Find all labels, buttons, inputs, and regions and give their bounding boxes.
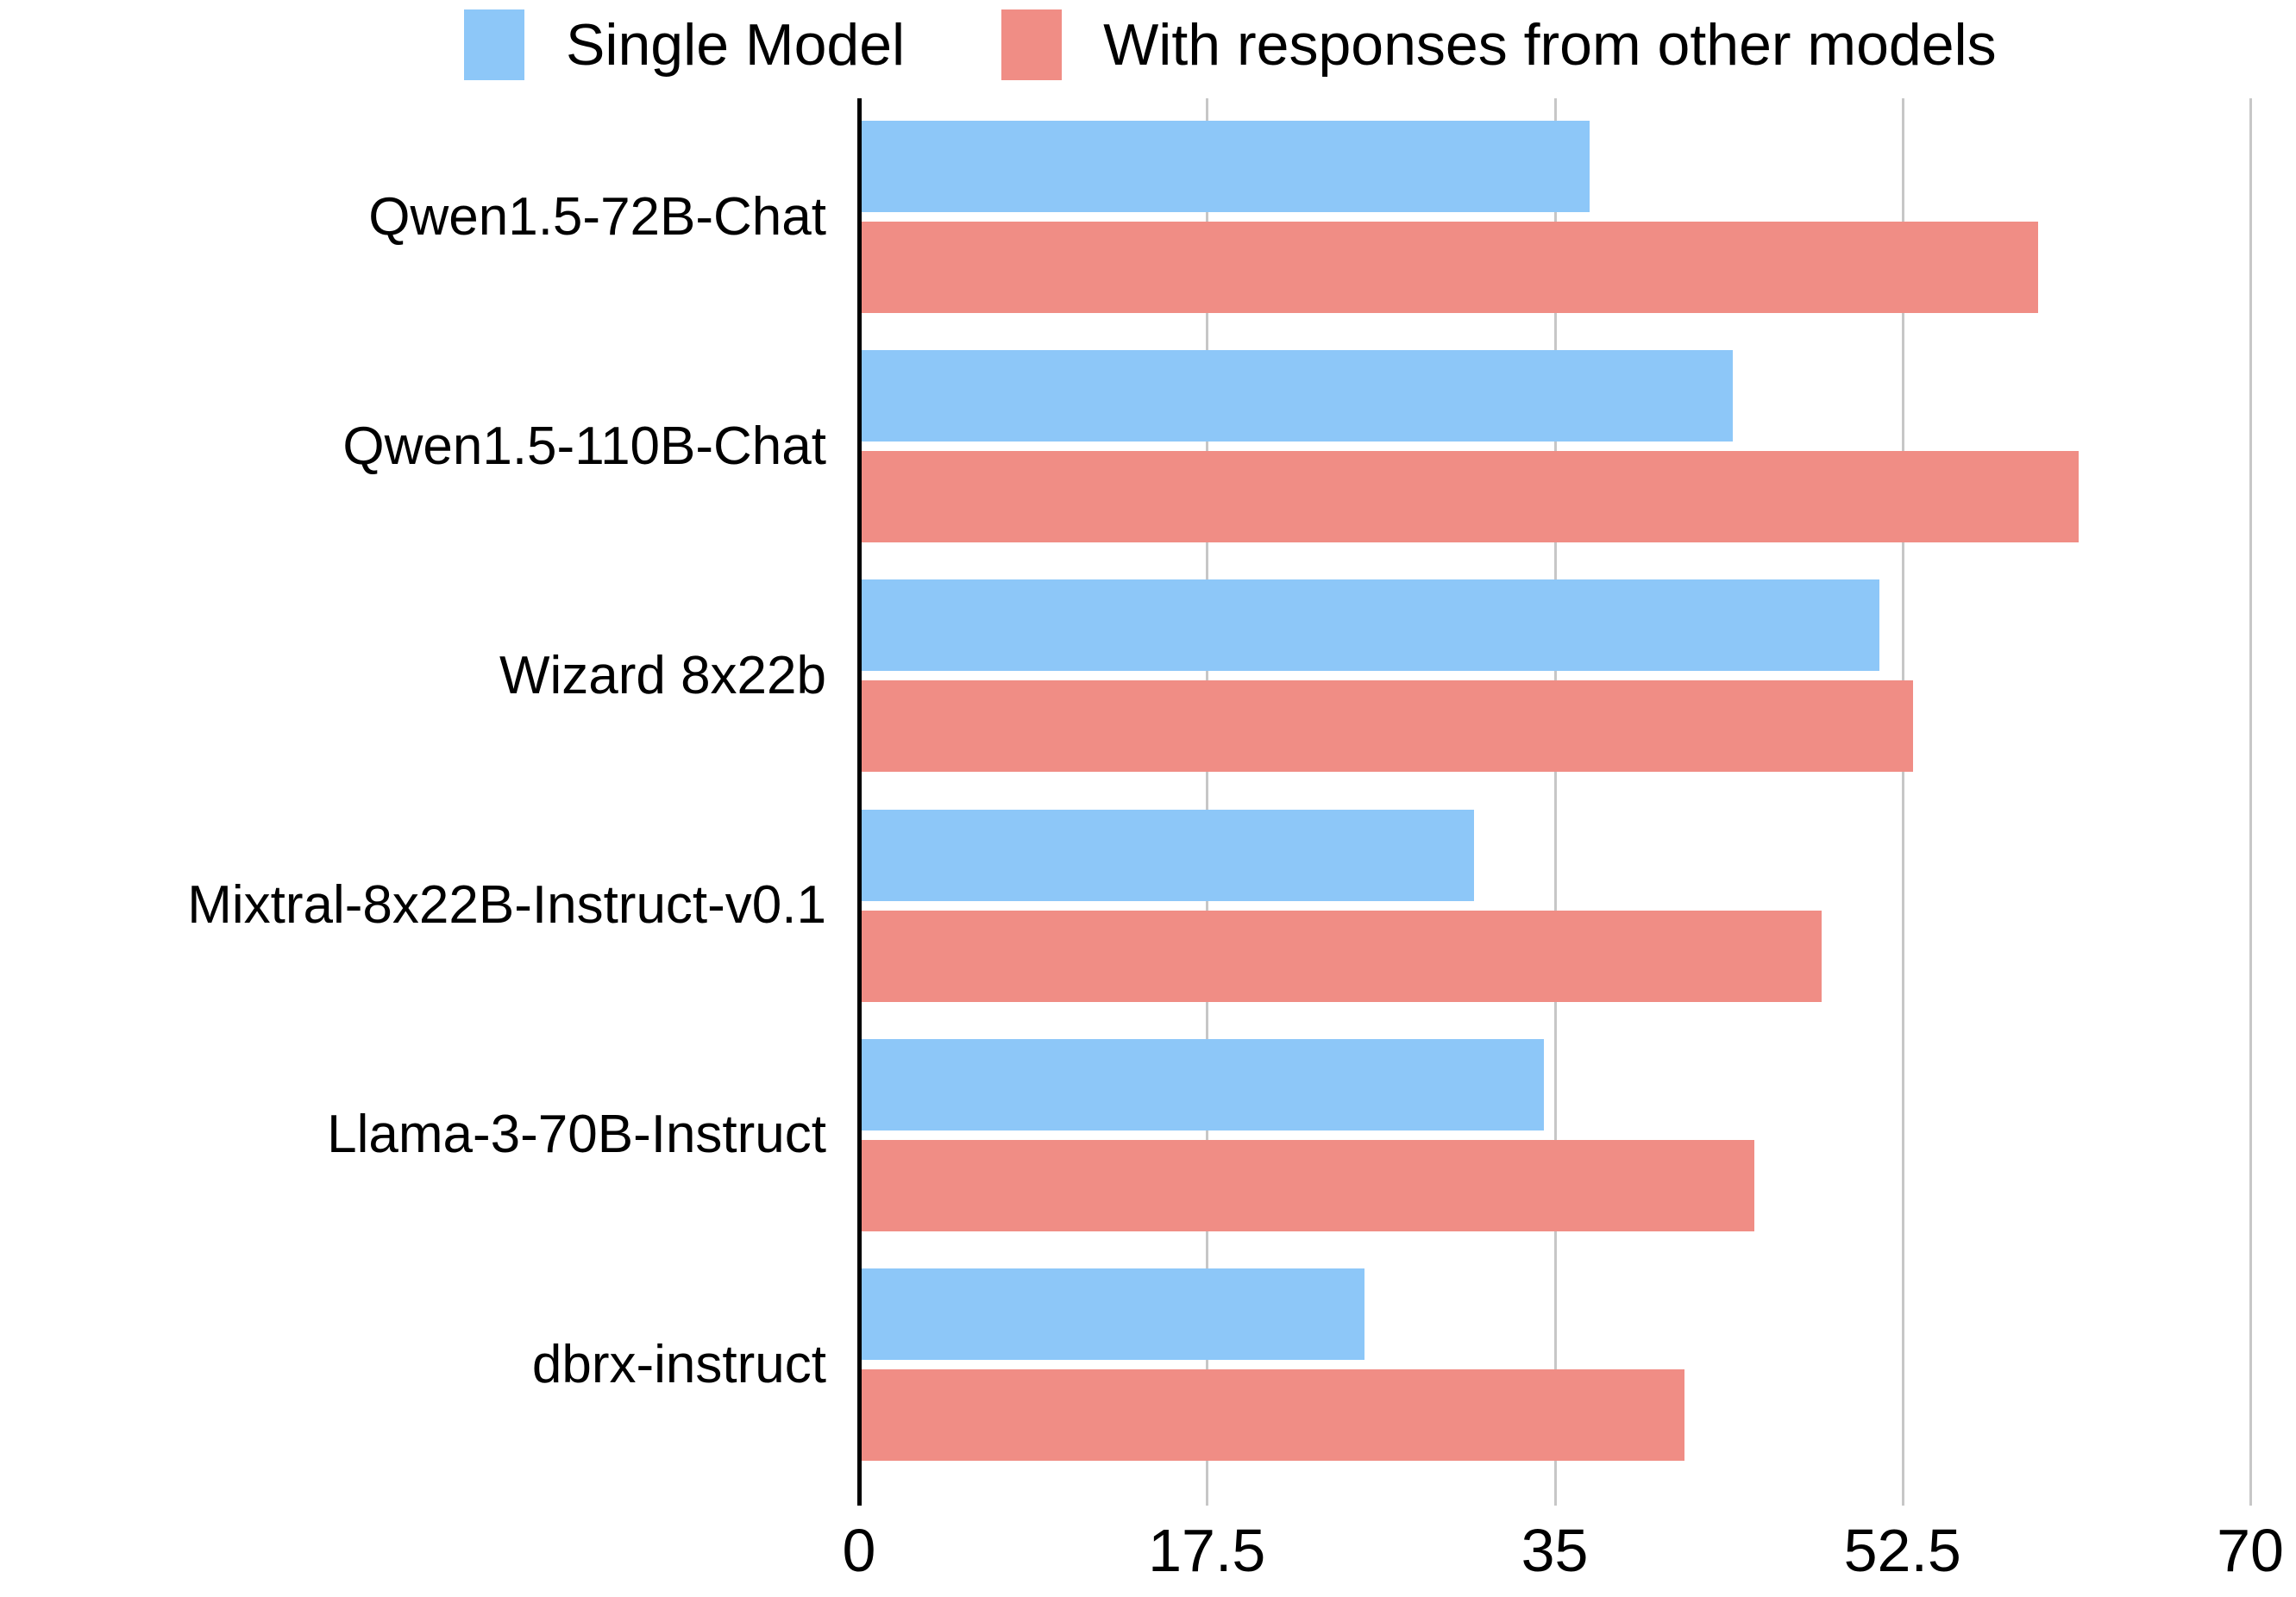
bar-single-qwen1-5-72b-chat [860, 121, 1590, 212]
legend-label-single-model: Single Model [566, 12, 906, 78]
bar-with-responses-dbrx-instruct [860, 1369, 1685, 1461]
bar-single-llama-3-70b-instruct [860, 1038, 1544, 1130]
gridline-x-17.5 [1206, 98, 1209, 1506]
x-tick-label-70: 70 [2217, 1517, 2284, 1584]
bar-with-responses-llama-3-70b-instruct [860, 1139, 1754, 1231]
category-label-qwen1-5-72b-chat: Qwen1.5-72B-Chat [368, 186, 826, 247]
x-tick-label-35: 35 [1521, 1517, 1589, 1584]
gridline-x-70 [2249, 98, 2252, 1506]
x-tick-label-0: 0 [842, 1517, 876, 1584]
gridline-x-52.5 [1901, 98, 1904, 1506]
bar-single-mixtral-8x22b-instruct-v0-1 [860, 809, 1475, 901]
category-label-qwen1-5-110b-chat: Qwen1.5-110B-Chat [342, 416, 826, 476]
category-label-mixtral-8x22b-instruct-v0-1: Mixtral-8x22B-Instruct-v0.1 [187, 875, 826, 936]
bar-single-dbrx-instruct [860, 1268, 1365, 1360]
legend: Single Model With responses from other m… [464, 3, 1997, 86]
legend-swatch-with-responses-icon [1001, 9, 1063, 80]
category-label-llama-3-70b-instruct: Llama-3-70B-Instruct [327, 1105, 826, 1165]
bar-with-responses-qwen1-5-72b-chat [860, 222, 2039, 313]
bar-with-responses-qwen1-5-110b-chat [860, 451, 2079, 543]
legend-swatch-single-model-icon [464, 9, 524, 80]
category-label-dbrx-instruct: dbrx-instruct [531, 1334, 826, 1394]
x-tick-label-52.5: 52.5 [1843, 1517, 1961, 1584]
gridline-x-35 [1553, 98, 1557, 1506]
y-axis-line [857, 98, 862, 1506]
legend-label-with-responses: With responses from other models [1103, 12, 1997, 78]
bar-single-wizard-8x22b [860, 579, 1880, 672]
plot-area [857, 98, 2252, 1506]
category-label-wizard-8x22b: Wizard 8x22b [499, 645, 826, 705]
legend-item-with-responses: With responses from other models [1001, 3, 1997, 86]
bar-with-responses-mixtral-8x22b-instruct-v0-1 [860, 910, 1822, 1002]
bar-single-qwen1-5-110b-chat [860, 350, 1733, 442]
bar-with-responses-wizard-8x22b [860, 680, 1914, 773]
legend-item-single-model: Single Model [464, 3, 905, 86]
x-tick-label-17.5: 17.5 [1148, 1517, 1266, 1584]
